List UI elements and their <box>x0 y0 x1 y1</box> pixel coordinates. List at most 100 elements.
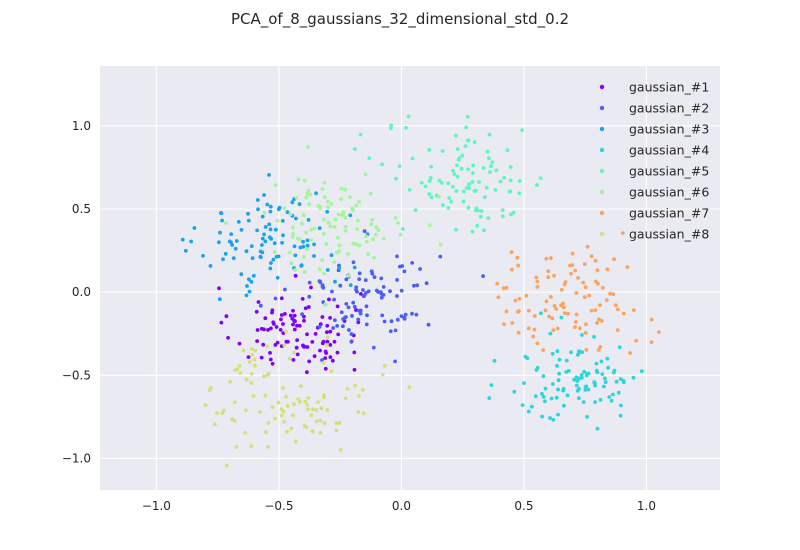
data-point-gaussian-5 <box>451 184 455 189</box>
data-point-gaussian-3 <box>218 230 222 235</box>
data-point-gaussian-6 <box>343 188 348 192</box>
data-point-gaussian-7 <box>547 314 551 319</box>
data-point-gaussian-6 <box>346 274 351 278</box>
data-point-gaussian-3 <box>275 275 280 280</box>
data-point-gaussian-8 <box>318 418 323 423</box>
data-point-gaussian-5 <box>500 208 505 213</box>
data-point-gaussian-5 <box>429 164 434 169</box>
data-point-gaussian-8 <box>314 419 319 424</box>
data-point-gaussian-8 <box>284 394 288 399</box>
data-point-gaussian-6 <box>320 258 325 263</box>
data-point-gaussian-5 <box>397 164 402 169</box>
data-point-gaussian-2 <box>379 295 384 300</box>
data-point-gaussian-3 <box>280 240 284 245</box>
data-point-gaussian-1 <box>313 332 318 336</box>
data-point-gaussian-7 <box>509 250 514 255</box>
data-point-gaussian-2 <box>410 311 414 316</box>
data-point-gaussian-5 <box>389 123 393 128</box>
data-point-gaussian-8 <box>258 410 262 414</box>
data-point-gaussian-4 <box>611 392 615 397</box>
data-point-gaussian-5 <box>472 189 477 193</box>
data-point-gaussian-2 <box>414 312 419 317</box>
data-point-gaussian-3 <box>249 244 254 249</box>
y-tick-label: −0.5 <box>62 368 91 382</box>
data-point-gaussian-5 <box>535 183 539 187</box>
data-point-gaussian-3 <box>201 253 205 258</box>
data-point-gaussian-8 <box>207 388 212 392</box>
data-point-gaussian-2 <box>349 339 354 344</box>
data-point-gaussian-6 <box>296 177 301 182</box>
data-point-gaussian-4 <box>548 331 553 336</box>
data-point-gaussian-8 <box>289 426 294 431</box>
data-point-gaussian-4 <box>541 395 546 399</box>
data-point-gaussian-5 <box>481 166 486 170</box>
data-point-gaussian-4 <box>574 383 579 388</box>
data-point-gaussian-1 <box>332 339 337 344</box>
data-point-gaussian-8 <box>337 420 342 425</box>
data-point-gaussian-6 <box>316 203 321 208</box>
data-point-gaussian-2 <box>395 254 399 259</box>
data-point-gaussian-3 <box>269 261 273 265</box>
data-point-gaussian-7 <box>551 328 556 332</box>
data-point-gaussian-4 <box>564 358 569 363</box>
data-point-gaussian-6 <box>328 224 333 229</box>
data-point-gaussian-8 <box>265 344 270 349</box>
data-point-gaussian-3 <box>306 218 311 222</box>
data-point-gaussian-3 <box>312 254 316 258</box>
data-point-gaussian-2 <box>358 311 363 316</box>
data-point-gaussian-5 <box>454 133 458 138</box>
data-point-gaussian-1 <box>302 318 306 323</box>
data-point-gaussian-4 <box>593 400 597 404</box>
data-point-gaussian-2 <box>371 345 376 350</box>
data-point-gaussian-6 <box>322 217 326 222</box>
data-point-gaussian-5 <box>498 179 503 184</box>
data-point-gaussian-6 <box>341 210 346 215</box>
data-point-gaussian-6 <box>321 231 326 236</box>
data-point-gaussian-3 <box>325 209 330 214</box>
data-point-gaussian-1 <box>356 320 361 325</box>
data-point-gaussian-8 <box>221 408 226 413</box>
plot-area <box>100 66 720 490</box>
data-point-gaussian-6 <box>324 242 329 246</box>
data-point-gaussian-6 <box>309 227 314 232</box>
data-point-gaussian-8 <box>280 413 284 418</box>
data-point-gaussian-2 <box>365 313 369 318</box>
data-point-gaussian-8 <box>293 439 298 444</box>
data-point-gaussian-5 <box>487 156 491 161</box>
data-point-gaussian-7 <box>574 291 579 295</box>
data-point-gaussian-8 <box>316 400 320 404</box>
data-point-gaussian-8 <box>325 335 330 340</box>
data-point-gaussian-5 <box>441 203 445 208</box>
data-point-gaussian-2 <box>402 317 407 321</box>
data-point-gaussian-5 <box>477 180 481 184</box>
data-point-gaussian-2 <box>382 319 387 324</box>
data-point-gaussian-8 <box>287 356 292 361</box>
data-point-gaussian-7 <box>534 275 539 280</box>
data-point-gaussian-3 <box>249 280 254 284</box>
x-tick-label: 0.0 <box>392 499 411 513</box>
data-point-gaussian-3 <box>305 243 310 248</box>
data-point-gaussian-4 <box>556 387 560 392</box>
data-point-gaussian-5 <box>490 160 495 165</box>
data-point-gaussian-3 <box>244 293 249 298</box>
data-point-gaussian-3 <box>260 243 264 247</box>
data-point-gaussian-2 <box>399 288 404 293</box>
data-point-gaussian-2 <box>362 229 367 234</box>
data-point-gaussian-1 <box>328 343 333 347</box>
data-point-gaussian-5 <box>505 148 510 153</box>
data-point-gaussian-2 <box>347 328 351 332</box>
data-point-gaussian-8 <box>309 413 314 418</box>
data-point-gaussian-5 <box>508 165 513 169</box>
data-point-gaussian-2 <box>338 283 343 288</box>
data-point-gaussian-6 <box>334 250 339 255</box>
data-point-gaussian-1 <box>279 296 284 301</box>
data-point-gaussian-2 <box>273 296 278 301</box>
data-point-gaussian-8 <box>244 377 249 382</box>
data-point-gaussian-3 <box>305 238 310 243</box>
data-point-gaussian-3 <box>285 210 290 215</box>
data-point-gaussian-3 <box>267 235 272 240</box>
data-point-gaussian-7 <box>561 301 565 306</box>
data-point-gaussian-4 <box>487 396 492 401</box>
data-point-gaussian-7 <box>615 328 620 333</box>
data-point-gaussian-8 <box>291 413 295 418</box>
